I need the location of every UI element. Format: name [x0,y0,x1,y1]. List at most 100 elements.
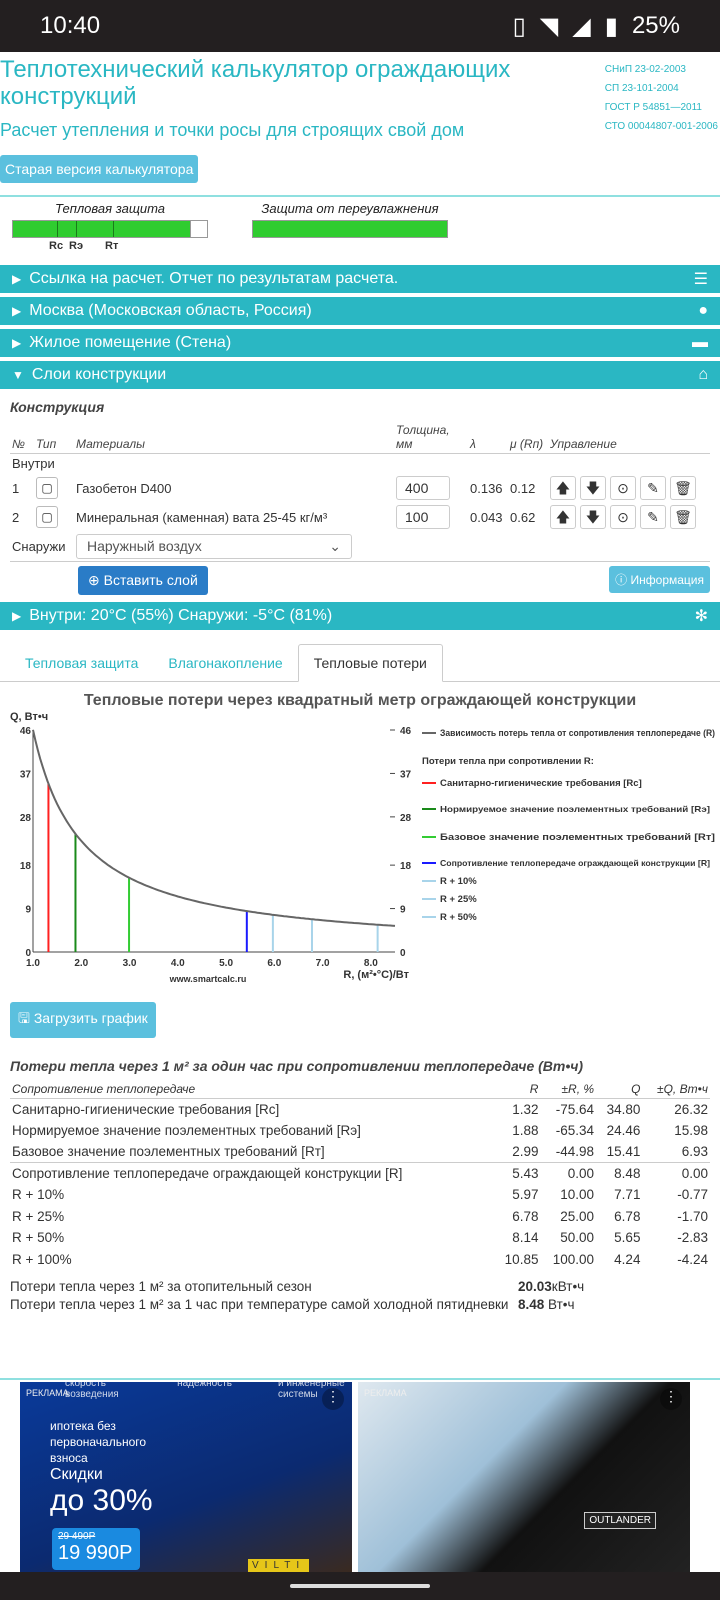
layer-type-checkbox[interactable]: ▢ [36,477,58,499]
moisture-bar [252,220,448,238]
delete-button[interactable]: 🗑 [670,476,696,500]
legend-entry: Сопротивление теплопередаче ограждающей … [440,858,710,868]
tab-moisture[interactable]: Влагонакопление [168,654,283,671]
legend-group: Потери тепла при сопротивлении R: [422,756,594,767]
table-cell: 50.00 [560,1230,595,1246]
thickness-input[interactable]: 100 [396,505,450,529]
col-thickness: Толщина, мм [394,421,468,454]
ad-badge: OUTLANDER [584,1512,656,1529]
table-cell: -44.98 [540,1141,597,1163]
norm-link[interactable]: СП 23-101-2004 [604,83,679,94]
section-climate[interactable]: ▶ Внутри: 20°C (55%) Снаружи: -5°C (81%) ✻ [0,601,720,630]
info-button[interactable]: ⓘ Информация [609,565,710,593]
thickness-input[interactable]: 400 [396,476,450,500]
table-row: Сопротивление теплопередаче ограждающей … [10,1163,710,1185]
caret-right-icon: ▶ [12,272,22,286]
col-header: Сопротивление теплопередаче [10,1079,495,1099]
layer-type-checkbox[interactable]: ▢ [36,506,58,528]
legend-entry: Базовое значение поэлементных требований… [440,832,715,843]
y-tick-label-right: 37 [400,769,412,780]
table-cell: -2.83 [677,1230,708,1246]
outside-select[interactable]: Наружный воздух ⌄ [76,533,352,559]
x-tick-label: 7.0 [316,958,330,969]
mark-rc: Rc [49,240,64,252]
y-tick-label: 9 [25,904,31,915]
y-tick-label-right: 0 [400,948,406,959]
legend-entry: Нормируемое значение поэлементных требов… [440,804,710,814]
norm-link[interactable]: СНиП 23-02-2003 [604,64,686,75]
move-down-button[interactable]: 🡇 [580,476,606,500]
section-city[interactable]: ▶ Москва (Московская область, Россия) ● [0,297,720,325]
table-cell: -1.70 [677,1208,708,1224]
nav-bar [0,1572,720,1600]
y-tick-label: 18 [20,861,32,872]
wifi-icon: ◥ [539,12,559,40]
tab-heat-loss[interactable]: Тепловые потери [297,643,443,682]
chevron-down-icon: ⌄ [329,537,341,554]
old-version-button[interactable]: Старая версия калькулятора [0,155,199,183]
check-button[interactable]: ⊙ [610,476,636,500]
list-icon: ☰ [693,271,708,288]
y-tick-label-right: 18 [400,861,412,872]
section-room[interactable]: ▶ Жилое помещение (Стена) ▬ [0,329,720,357]
col-header: ±Q, Вт•ч [642,1079,710,1099]
layer-material[interactable]: Газобетон D400 [76,480,172,496]
layer-material[interactable]: Минеральная (каменная) вата 25-45 кг/м³ [76,509,328,525]
section-link[interactable]: ▶ Ссылка на расчет. Отчет по результатам … [0,265,720,293]
page-title: Теплотехнический калькулятор ограждающих… [0,56,511,110]
move-down-button[interactable]: 🡇 [580,505,606,529]
move-up-button[interactable]: 🡅 [550,505,576,529]
y-tick-label: 37 [20,769,32,780]
ads: РЕКЛАМА ⋮ скорость возведения надежность и… [20,1382,690,1572]
bed-icon: ▬ [692,334,708,351]
norm-link[interactable]: ГОСТ Р 54851—2011 [604,102,702,113]
construction-panel: Конструкция № Тип Материалы Толщина, мм λ μ (… [0,389,720,596]
download-chart-button[interactable]: 🖫 Загрузить график [10,1001,156,1038]
ad-banner-house[interactable]: РЕКЛАМА ⋮ скорость возведения надежность и… [20,1382,352,1572]
layer-lambda: 0.043 [470,509,503,525]
table-cell: 8.14 [512,1230,539,1246]
section-label: Слои конструкции [31,366,167,383]
table-cell: 25.00 [560,1208,595,1224]
caret-right-icon: ▶ [12,608,22,623]
col-mu: μ (Rп) [508,421,548,454]
ad-text: надежность [177,1382,233,1389]
check-button[interactable]: ⊙ [610,505,636,529]
table-cell: R + 25% [12,1208,65,1224]
legend-entry: R + 50% [440,912,477,923]
norm-link[interactable]: СТО 00044807-001-2006 [604,121,718,132]
table-row: R + 100% 10.85 100.00 4.24 -4.24 [10,1249,710,1271]
home-gesture-handle[interactable] [290,1584,430,1588]
heat-loss-curve [32,729,396,927]
y-tick-label-right: 9 [400,904,406,915]
table-cell: 24.46 [606,1122,641,1138]
legend-entry: R + 10% [440,876,477,887]
status-bar: 10:40 ▯ ◥ ◢ ▮ 25% [0,0,720,52]
move-up-button[interactable]: 🡅 [550,476,576,500]
save-icon: 🖫 [18,1009,30,1026]
globe-icon: ● [698,302,708,319]
tab-thermal[interactable]: Тепловая защита [25,654,139,671]
edit-button[interactable]: ✎ [640,476,666,500]
battery-icon: ▮ [604,12,618,40]
header: Теплотехнический калькулятор ограждающих… [0,52,720,183]
snowflake-icon: ✻ [694,607,708,625]
section-layers[interactable]: ▼ Слои конструкции ⌂ [0,361,720,389]
edit-button[interactable]: ✎ [640,505,666,529]
ad-banner-car[interactable]: РЕКЛАМА ⋮ OUTLANDER [358,1382,690,1572]
table-cell: 15.98 [674,1122,708,1138]
legend-entry: Санитарно-гигиенические требования [Rc] [440,778,642,789]
y-tick-label-right: 28 [400,812,412,823]
delete-button[interactable]: 🗑 [670,505,696,529]
mark-re: Rэ [69,240,84,252]
table-cell: 5.97 [512,1187,539,1203]
y-tick-label-right: 46 [400,726,412,737]
more-icon[interactable]: ⋮ [322,1388,344,1410]
x-tick-label: 8.0 [364,958,378,969]
table-cell: 15.41 [596,1141,643,1163]
vibrate-icon: ▯ [512,12,526,40]
more-icon[interactable]: ⋮ [660,1388,682,1410]
table-cell: 6.78 [512,1208,539,1224]
insert-layer-button[interactable]: ⊕ Вставить слой [78,565,208,595]
ad-text: и инженерные системы [278,1382,345,1400]
